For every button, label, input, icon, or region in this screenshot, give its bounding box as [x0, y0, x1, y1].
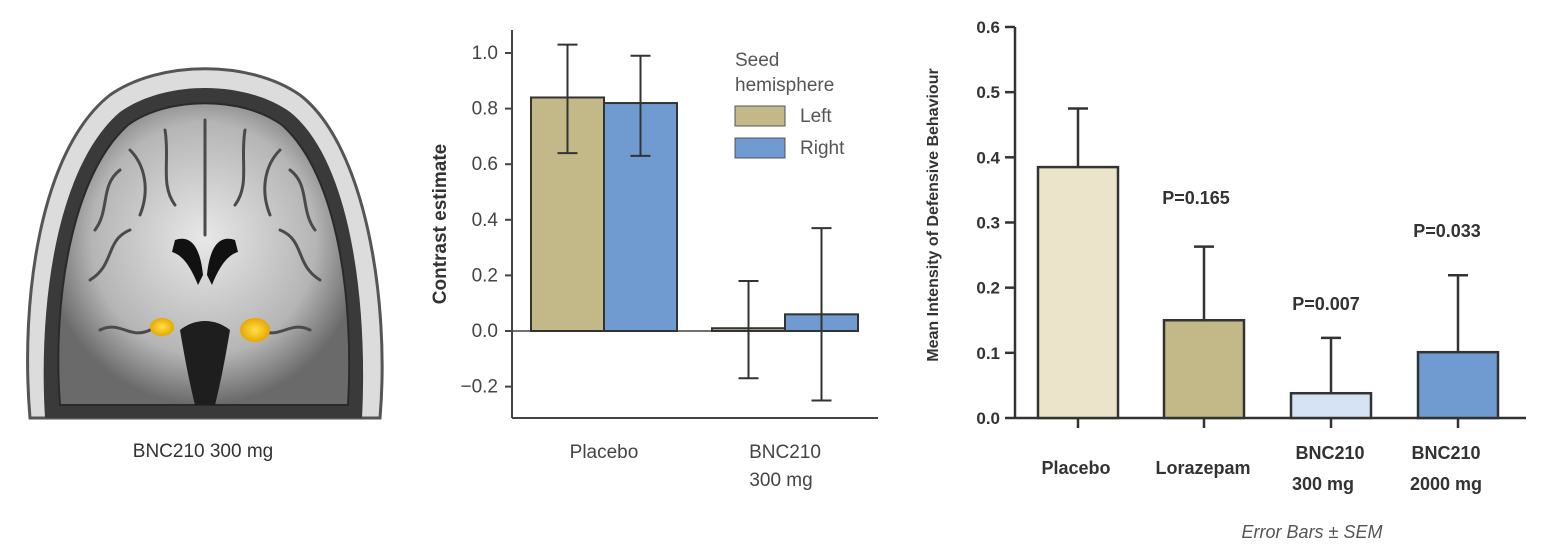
- contrast-y-tick-label: 1.0: [472, 43, 498, 64]
- legend-title-line1: Seed: [735, 50, 779, 71]
- legend-swatch-right: [734, 137, 786, 159]
- contrast-legend: Seed hemisphere Left Right: [734, 50, 845, 159]
- p-value-bnc210-2000: P=0.033: [1413, 221, 1481, 241]
- contrast-category-label-placebo: Placebo: [570, 442, 639, 463]
- contrast-y-tick-label: 0.2: [472, 265, 498, 286]
- p-value-bnc210-300: P=0.007: [1292, 294, 1360, 314]
- defensive-category-label-bnc210-300: BNC210: [1295, 443, 1364, 463]
- defensive-y-tick-label: 0.2: [976, 279, 1000, 298]
- contrast-y-axis-title: Contrast estimate: [430, 144, 451, 305]
- contrast-y-tick-label: 0.4: [472, 210, 499, 231]
- defensive-bar-2: [1289, 391, 1373, 420]
- legend-title-line2: hemisphere: [735, 75, 834, 96]
- defensive-category-label-placebo: Placebo: [1041, 458, 1110, 478]
- contrast-category-label-bnc210: BNC210: [749, 442, 821, 463]
- defensive-y-tick-label: 0.0: [976, 409, 1000, 428]
- legend-label-left: Left: [800, 106, 832, 127]
- contrast-y-tick-label: 0.8: [472, 99, 498, 120]
- defensive-y-tick-label: 0.4: [976, 148, 1000, 167]
- error-bars-footnote: Error Bars ± SEM: [1242, 522, 1383, 542]
- defensive-y-tick-label: 0.5: [976, 83, 1000, 102]
- defensive-chart: 0.0 0.1 0.2 0.3 0.4 0.5 0.6 Mean Intensity of …: [925, 18, 1526, 542]
- contrast-y-tick-label: −0.2: [460, 377, 498, 398]
- brain-mri-image: [26, 67, 384, 420]
- defensive-y-tick-label: 0.1: [976, 344, 1000, 363]
- contrast-y-tick-label: 0.6: [472, 154, 498, 175]
- legend-swatch-left: [734, 105, 786, 127]
- brain-caption: BNC210 300 mg: [133, 441, 273, 462]
- p-value-lorazepam: P=0.165: [1162, 188, 1230, 208]
- contrast-category-label-bnc210-dose: 300 mg: [749, 470, 812, 491]
- contrast-bar-right-0: [603, 102, 678, 333]
- defensive-bar-3: [1416, 350, 1500, 420]
- contrast-y-tick-label: 0.0: [472, 321, 498, 342]
- defensive-y-tick-label: 0.6: [976, 18, 1000, 37]
- defensive-category-label-bnc210-300-dose: 300 mg: [1292, 474, 1354, 494]
- defensive-y-tick-label: 0.3: [976, 213, 1000, 232]
- defensive-category-label-bnc210-2000-dose: 2000 mg: [1410, 474, 1482, 494]
- defensive-category-label-bnc210-2000: BNC210: [1411, 443, 1480, 463]
- defensive-y-axis-title: Mean Intensity of Defensive Behaviour: [925, 68, 942, 361]
- defensive-category-label-lorazepam: Lorazepam: [1155, 458, 1250, 478]
- legend-label-right: Right: [800, 138, 845, 159]
- contrast-chart: −0.2 0.0 0.2 0.4 0.6 0.8 1.0 Contrast estimate…: [430, 30, 878, 491]
- defensive-bar-1: [1162, 318, 1246, 420]
- defensive-bar-0: [1036, 165, 1120, 420]
